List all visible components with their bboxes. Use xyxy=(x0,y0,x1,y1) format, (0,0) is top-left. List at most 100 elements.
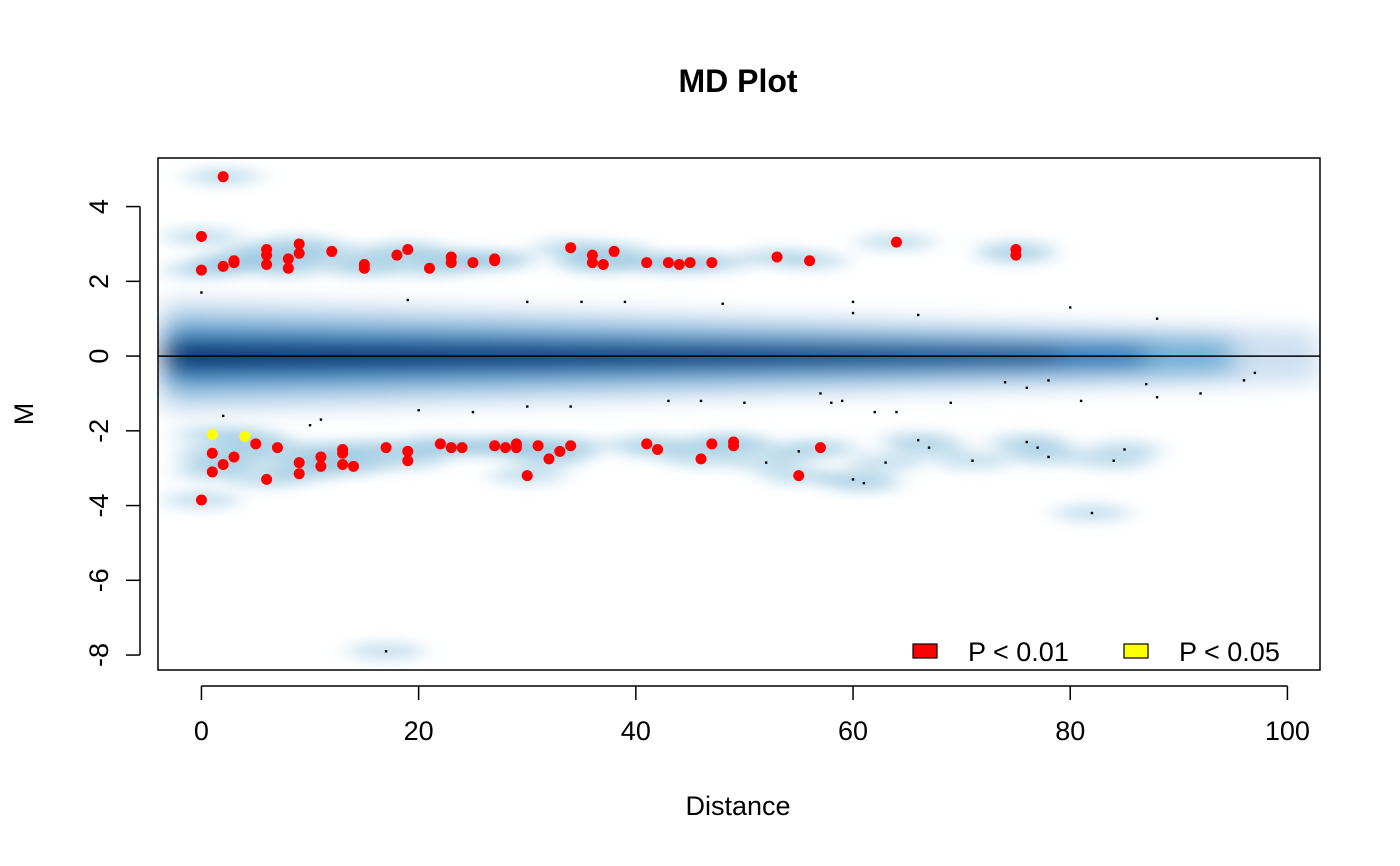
non-significant-point xyxy=(895,410,898,414)
non-significant-point xyxy=(1123,448,1126,451)
point-p01 xyxy=(347,460,359,472)
point-p01 xyxy=(706,257,718,269)
point-p01 xyxy=(228,255,240,267)
non-significant-point xyxy=(797,450,800,453)
legend-label: P < 0.05 xyxy=(1179,637,1280,667)
plot-frame xyxy=(157,157,1321,671)
non-significant-point xyxy=(764,461,768,464)
x-tick-label: 80 xyxy=(1055,716,1085,746)
point-p01 xyxy=(543,453,555,465)
y-axis-label: M xyxy=(9,403,39,426)
non-significant-point xyxy=(580,300,583,304)
point-p01 xyxy=(261,259,273,271)
point-p01 xyxy=(391,249,403,261)
point-p01 xyxy=(423,262,435,274)
points-layer xyxy=(195,171,1257,653)
non-significant-point xyxy=(840,399,844,403)
non-significant-point xyxy=(1155,317,1159,320)
point-p01 xyxy=(402,445,414,457)
non-significant-point xyxy=(319,418,323,421)
non-significant-point xyxy=(1155,395,1159,399)
point-p01 xyxy=(586,257,598,269)
point-p01 xyxy=(293,247,305,259)
point-p01 xyxy=(706,438,718,450)
non-significant-point xyxy=(819,392,822,395)
point-p01 xyxy=(597,259,609,271)
point-p01 xyxy=(695,453,707,465)
point-p01 xyxy=(652,444,664,456)
non-significant-point xyxy=(667,399,670,403)
point-p01 xyxy=(771,251,783,263)
point-p01 xyxy=(337,447,349,459)
non-significant-point xyxy=(221,414,225,418)
point-p01 xyxy=(532,440,544,452)
point-p01 xyxy=(282,253,294,265)
point-p01 xyxy=(489,255,501,267)
point-p01 xyxy=(293,238,305,250)
point-p01 xyxy=(554,445,566,457)
point-p01 xyxy=(565,242,577,254)
x-tick-label: 100 xyxy=(1265,716,1310,746)
point-p01 xyxy=(326,245,338,257)
non-significant-point xyxy=(1253,371,1257,375)
density-background xyxy=(163,167,1320,661)
point-p01 xyxy=(195,230,207,242)
non-significant-point xyxy=(743,401,746,404)
point-p01 xyxy=(261,249,273,261)
non-significant-point xyxy=(851,311,855,315)
point-p01 xyxy=(565,440,577,452)
point-p01 xyxy=(228,451,240,463)
y-tick-label: 0 xyxy=(84,349,114,364)
point-p01 xyxy=(814,442,826,454)
point-p01 xyxy=(684,257,696,269)
non-significant-point xyxy=(1090,511,1094,515)
non-significant-point xyxy=(1242,379,1246,382)
non-significant-point xyxy=(1069,306,1072,309)
non-significant-point xyxy=(830,401,833,404)
point-p01 xyxy=(358,262,370,274)
chart-title: MD Plot xyxy=(678,63,797,99)
non-significant-point xyxy=(873,410,876,414)
non-significant-point xyxy=(851,478,855,481)
point-p01 xyxy=(641,257,653,269)
y-tick-label: -8 xyxy=(84,643,114,667)
non-significant-point xyxy=(916,438,920,442)
point-p01 xyxy=(337,458,349,470)
non-significant-point xyxy=(526,405,529,408)
point-p01 xyxy=(673,259,685,271)
x-axis: 0 20 40 60 80 100 xyxy=(194,685,1310,746)
point-p01 xyxy=(217,260,229,272)
x-tick-label: 60 xyxy=(838,716,868,746)
non-significant-point xyxy=(884,461,887,464)
point-p05 xyxy=(206,429,218,441)
point-p01 xyxy=(728,440,740,452)
non-significant-point xyxy=(623,300,627,304)
non-significant-point xyxy=(1145,382,1148,386)
point-p01 xyxy=(380,442,392,454)
non-significant-point xyxy=(1047,455,1050,459)
y-tick-label: 2 xyxy=(84,274,114,289)
non-significant-point xyxy=(1047,379,1050,382)
non-significant-point xyxy=(1025,440,1028,444)
point-p01 xyxy=(293,468,305,480)
point-p01 xyxy=(195,264,207,276)
non-significant-point xyxy=(1003,381,1007,384)
point-p01 xyxy=(1010,249,1022,261)
point-p05 xyxy=(239,430,251,442)
non-significant-point xyxy=(417,409,420,412)
point-p01 xyxy=(608,245,620,257)
y-tick-label: -4 xyxy=(84,494,114,518)
non-significant-point xyxy=(406,298,409,302)
x-axis-label: Distance xyxy=(685,791,790,821)
non-significant-point xyxy=(1112,459,1115,462)
point-p01 xyxy=(434,438,446,450)
y-tick-label: -6 xyxy=(84,568,114,592)
point-p01 xyxy=(217,171,229,183)
point-p01 xyxy=(195,494,207,506)
non-significant-point xyxy=(916,313,920,317)
point-p01 xyxy=(261,473,273,485)
non-significant-point xyxy=(1025,386,1028,390)
non-significant-point xyxy=(384,650,388,653)
point-p01 xyxy=(206,466,218,478)
x-tick-label: 40 xyxy=(621,716,651,746)
